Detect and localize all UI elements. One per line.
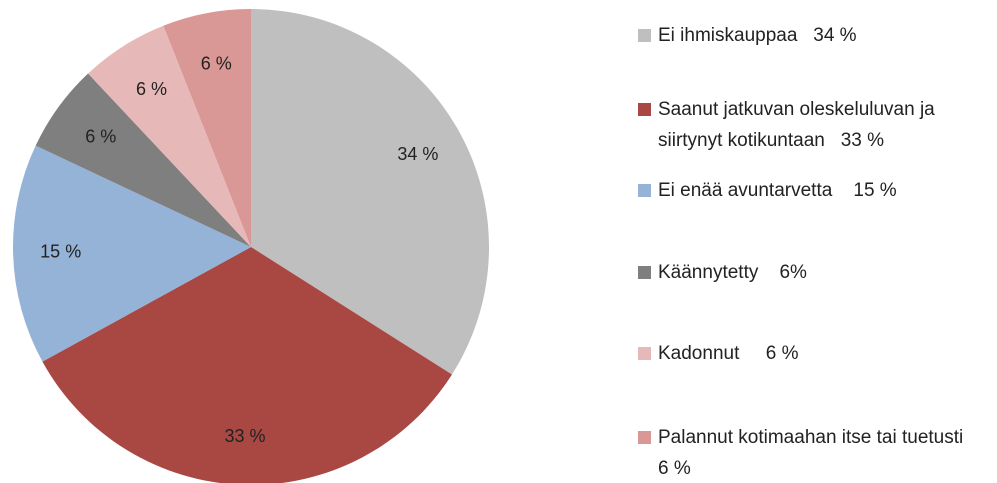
legend-label: Saanut jatkuvan oleskeluluvan ja siirtyn…: [658, 99, 941, 151]
legend-swatch: [638, 431, 651, 444]
legend-label: Käännytetty 6%: [658, 262, 807, 283]
legend-swatch: [638, 347, 651, 360]
legend-label: Palannut kotimaahan itse tai tuetusti 6 …: [658, 427, 985, 479]
legend-label: Ei enää avuntarvetta 15 %: [658, 180, 897, 201]
legend-item: Palannut kotimaahan itse tai tuetusti 6 …: [636, 422, 992, 483]
legend-swatch: [638, 29, 651, 42]
data-label: 33 %: [225, 426, 266, 446]
data-label: 6 %: [201, 53, 232, 73]
data-label: 6 %: [85, 127, 116, 147]
legend-item: Saanut jatkuvan oleskeluluvan ja siirtyn…: [636, 94, 992, 156]
pie-slice: [88, 25, 251, 247]
pie-slice: [42, 247, 452, 483]
pie-slice: [251, 9, 489, 375]
data-label: 6 %: [136, 79, 167, 99]
legend-item: Ei ihmiskauppaa 34 %: [636, 20, 992, 51]
legend-label: Ei ihmiskauppaa 34 %: [658, 25, 857, 46]
data-label: 15 %: [40, 242, 81, 262]
legend-swatch: [638, 184, 651, 197]
legend-item: Käännytetty 6%: [636, 257, 992, 288]
legend: Ei ihmiskauppaa 34 % Saanut jatkuvan oles…: [636, 0, 992, 483]
legend-label: Kadonnut 6 %: [658, 343, 799, 364]
legend-item: Kadonnut 6 %: [636, 338, 992, 369]
data-label: 34 %: [397, 144, 438, 164]
pie-slice: [13, 145, 252, 362]
pie-slice: [163, 8, 251, 247]
legend-swatch: [638, 266, 651, 279]
pie-slice: [35, 73, 252, 248]
legend-item: Ei enää avuntarvetta 15 %: [636, 175, 992, 206]
legend-swatch: [638, 103, 651, 116]
